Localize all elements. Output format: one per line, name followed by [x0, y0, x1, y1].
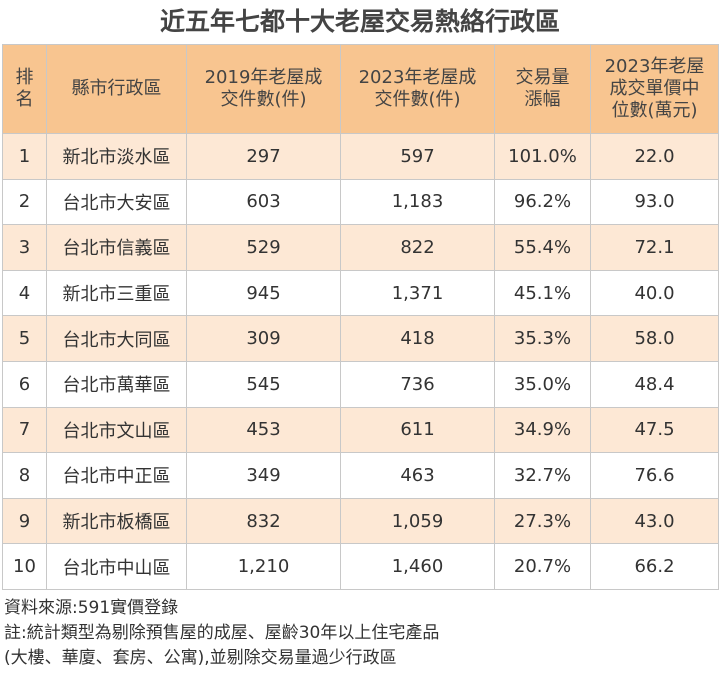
table-cell: 3 — [2, 224, 47, 271]
table-cell: 5 — [2, 315, 47, 362]
table-cell: 453 — [186, 406, 341, 454]
table-cell: 545 — [186, 360, 341, 408]
header-cell: 2023年老屋 成交單價中 位數(萬元) — [590, 44, 719, 134]
table-cell: 台北市中山區 — [46, 543, 187, 590]
table-row: 5 台北市大同區 309 418 35.3% 58.0 — [2, 315, 719, 362]
table-cell: 945 — [186, 269, 341, 317]
table-cell: 1,183 — [340, 178, 495, 226]
table-cell: 47.5 — [590, 406, 719, 454]
table-cell: 611 — [340, 406, 495, 454]
table-cell: 463 — [340, 452, 495, 499]
table-cell: 597 — [340, 133, 495, 180]
table-cell: 新北市三重區 — [46, 269, 187, 317]
table-cell: 7 — [2, 406, 47, 454]
header-cell: 排 名 — [2, 44, 47, 134]
table-cell: 418 — [340, 315, 495, 362]
table-cell: 22.0 — [590, 133, 719, 180]
table-cell: 35.3% — [494, 315, 591, 362]
note: (大樓、華廈、套房、公寓),並剔除交易量過少行政區 — [4, 647, 397, 668]
table-cell: 832 — [186, 497, 341, 545]
title: 近五年七都十大老屋交易熱絡行政區 — [159, 7, 560, 36]
table-cell: 101.0% — [494, 133, 591, 180]
table-cell: 1,059 — [340, 497, 495, 545]
table-cell: 20.7% — [494, 543, 591, 590]
table-cell: 72.1 — [590, 224, 719, 271]
table-cell: 66.2 — [590, 543, 719, 590]
table-cell: 32.7% — [494, 452, 591, 499]
table-cell: 10 — [2, 543, 47, 590]
table-cell: 529 — [186, 224, 341, 271]
table-cell: 新北市板橋區 — [46, 497, 187, 545]
table-cell: 1,460 — [340, 543, 495, 590]
table-cell: 台北市大同區 — [46, 315, 187, 362]
table-cell: 新北市淡水區 — [46, 133, 187, 180]
note: 資料來源:591實價登錄 — [4, 597, 179, 618]
table-row: 9 新北市板橋區 832 1,059 27.3% 43.0 — [2, 497, 719, 545]
header-row: 排 名縣市行政區 2019年老屋成 交件數(件) 2023年老屋成 交件數(件) 交易… — [2, 44, 719, 134]
table-cell: 台北市中正區 — [46, 452, 187, 499]
table-cell: 台北市文山區 — [46, 406, 187, 454]
table-cell: 4 — [2, 269, 47, 317]
table-cell: 40.0 — [590, 269, 719, 317]
header-cell: 2019年老屋成 交件數(件) — [186, 44, 341, 134]
table-row: 8 台北市中正區 349 463 32.7% 76.6 — [2, 452, 719, 499]
table-cell: 1,371 — [340, 269, 495, 317]
table-cell: 台北市大安區 — [46, 178, 187, 226]
table-row: 1 新北市淡水區 297 597 101.0% 22.0 — [2, 133, 719, 180]
table-cell: 1 — [2, 133, 47, 180]
table-row: 10 台北市中山區 1,210 1,460 20.7% 66.2 — [2, 543, 719, 590]
notes: 資料來源:591實價登錄註:統計類型為剔除預售屋的成屋、屋齡30年以上住宅產品 (… — [4, 596, 720, 671]
table-cell: 6 — [2, 360, 47, 408]
table-cell: 台北市萬華區 — [46, 360, 187, 408]
table-cell: 1,210 — [186, 543, 341, 590]
table-cell: 9 — [2, 497, 47, 545]
header-cell: 2023年老屋成 交件數(件) — [340, 44, 495, 134]
table-row: 7 台北市文山區 453 611 34.9% 47.5 — [2, 406, 719, 454]
table-row: 6 台北市萬華區 545 736 35.0% 48.4 — [2, 360, 719, 408]
table-row: 2 台北市大安區 603 1,183 96.2% 93.0 — [2, 178, 719, 226]
table-cell: 96.2% — [494, 178, 591, 226]
table-cell: 822 — [340, 224, 495, 271]
table-cell: 349 — [186, 452, 341, 499]
table-cell: 58.0 — [590, 315, 719, 362]
table-cell: 297 — [186, 133, 341, 180]
header-cell: 縣市行政區 — [46, 44, 187, 134]
table-cell: 48.4 — [590, 360, 719, 408]
table-row: 4 新北市三重區 945 1,371 45.1% 40.0 — [2, 269, 719, 317]
table-cell: 55.4% — [494, 224, 591, 271]
table-cell: 736 — [340, 360, 495, 408]
table-cell: 2 — [2, 178, 47, 226]
table-cell: 45.1% — [494, 269, 591, 317]
table-row: 3 台北市信義區 529 822 55.4% 72.1 — [2, 224, 719, 271]
data-table: 排 名縣市行政區 2019年老屋成 交件數(件) 2023年老屋成 交件數(件) 交易… — [2, 44, 719, 590]
table-cell: 603 — [186, 178, 341, 226]
table-cell: 93.0 — [590, 178, 719, 226]
header-cell: 交易量 漲幅 — [494, 44, 591, 134]
table-cell: 27.3% — [494, 497, 591, 545]
table-cell: 台北市信義區 — [46, 224, 187, 271]
table-cell: 8 — [2, 452, 47, 499]
note: 註:統計類型為剔除預售屋的成屋、屋齡30年以上住宅產品 — [4, 622, 440, 643]
table-cell: 43.0 — [590, 497, 719, 545]
table-cell: 35.0% — [494, 360, 591, 408]
table-cell: 34.9% — [494, 406, 591, 454]
table-cell: 309 — [186, 315, 341, 362]
table-cell: 76.6 — [590, 452, 719, 499]
